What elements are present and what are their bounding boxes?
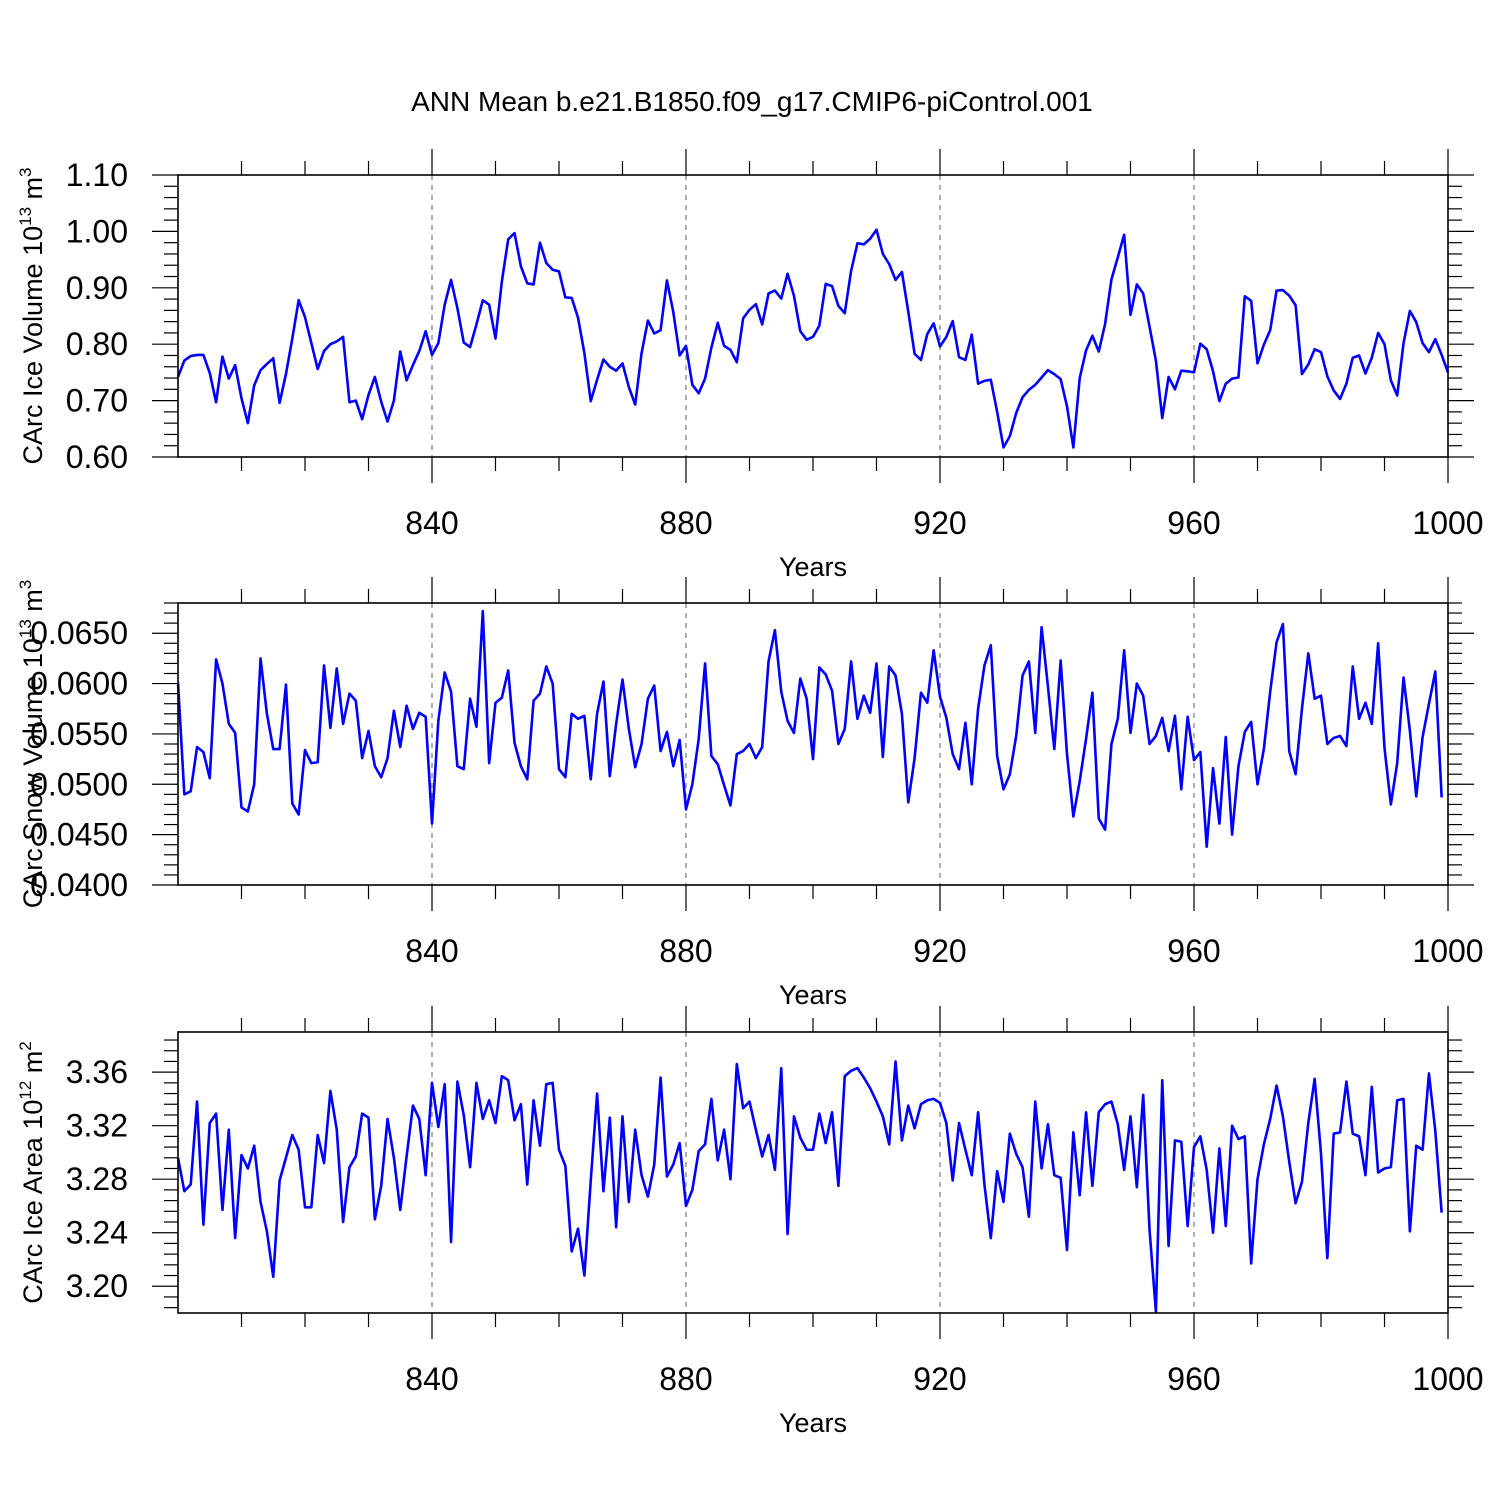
y-tick-label: 3.24 bbox=[66, 1215, 128, 1251]
y-tick-label: 1.10 bbox=[66, 157, 128, 193]
x-tick-label: 920 bbox=[913, 1361, 966, 1397]
series-line-ice-volume bbox=[176, 228, 1450, 449]
x-tick-label: 960 bbox=[1167, 933, 1220, 969]
x-tick-label: 920 bbox=[913, 505, 966, 541]
chart-panel-snow-volume: 840 880 920 960 1000 0.0400 0.0450 0.0500 0.0550… bbox=[16, 577, 1484, 1010]
x-tick-label: 840 bbox=[405, 505, 458, 541]
y-tick-label: 3.28 bbox=[66, 1161, 128, 1197]
series-line-ice-area bbox=[176, 1060, 1443, 1313]
chart-title: ANN Mean b.e21.B1850.f09_g17.CMIP6-piCon… bbox=[411, 86, 1093, 117]
y-tick-label: 1.00 bbox=[66, 213, 128, 249]
y-tick-label: 3.36 bbox=[66, 1054, 128, 1090]
y-tick-label: 3.32 bbox=[66, 1108, 128, 1144]
y-tick-label: 0.0500 bbox=[30, 766, 128, 802]
y-axis-title: CArc Ice Area 1012 m2 bbox=[16, 1041, 48, 1304]
y-axis-title: CArc Snow Volume 1013 m3 bbox=[16, 580, 48, 909]
y-tick-label: 0.70 bbox=[66, 383, 128, 419]
x-tick-label: 880 bbox=[659, 933, 712, 969]
y-tick-label: 0.0550 bbox=[30, 716, 128, 752]
y-tick-label: 0.0600 bbox=[30, 666, 128, 702]
y-tick-label: 0.90 bbox=[66, 270, 128, 306]
x-tick-label: 920 bbox=[913, 933, 966, 969]
chart-panel-ice-volume: 840 880 920 960 1000 0.60 0.70 0.80 0.90 1.00 1.10… bbox=[16, 149, 1484, 582]
y-tick-label: 3.20 bbox=[66, 1268, 128, 1304]
x-tick-label: 960 bbox=[1167, 1361, 1220, 1397]
x-axis-title: Years bbox=[779, 1408, 847, 1438]
y-tick-label: 0.0450 bbox=[30, 817, 128, 853]
x-tick-label: 880 bbox=[659, 1361, 712, 1397]
y-tick-label: 0.0650 bbox=[30, 615, 128, 651]
x-tick-label: 960 bbox=[1167, 505, 1220, 541]
chart-panel-ice-area: 840 880 920 960 1000 3.20 3.24 3.28 3.32 3.36 Year… bbox=[16, 1006, 1484, 1438]
x-tick-label: 1000 bbox=[1412, 505, 1483, 541]
x-tick-label: 840 bbox=[405, 933, 458, 969]
x-tick-label: 840 bbox=[405, 1361, 458, 1397]
x-tick-label: 1000 bbox=[1412, 1361, 1483, 1397]
y-axis-title: CArc Ice Volume 1013 m3 bbox=[16, 167, 48, 464]
x-tick-label: 880 bbox=[659, 505, 712, 541]
y-tick-label: 0.0400 bbox=[30, 867, 128, 903]
series-line-snow-volume bbox=[176, 609, 1443, 849]
x-tick-label: 1000 bbox=[1412, 933, 1483, 969]
y-tick-label: 0.80 bbox=[66, 326, 128, 362]
x-axis-title: Years bbox=[779, 980, 847, 1010]
y-tick-label: 0.60 bbox=[66, 439, 128, 475]
x-axis-title: Years bbox=[779, 552, 847, 582]
